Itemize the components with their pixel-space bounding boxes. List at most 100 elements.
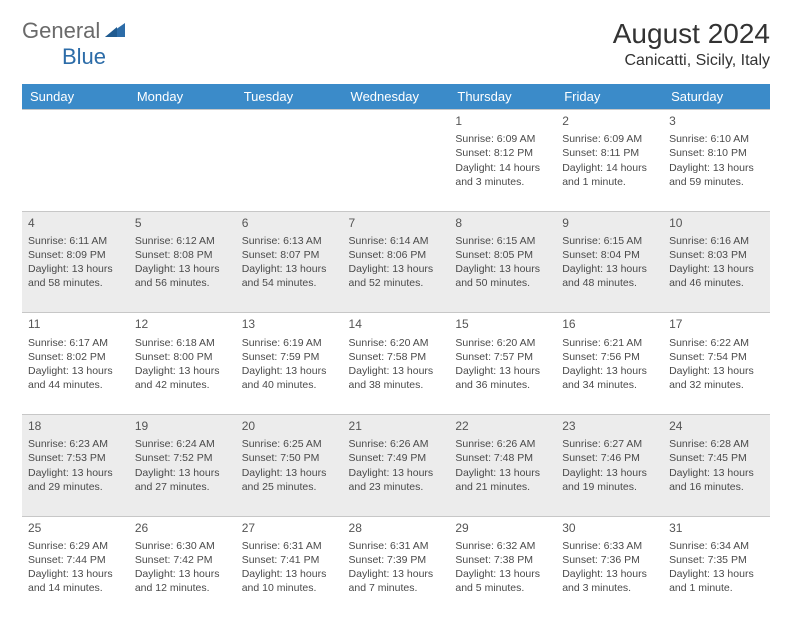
day-number xyxy=(236,110,343,130)
sunset-text: Sunset: 8:10 PM xyxy=(669,146,764,160)
day-info: Sunrise: 6:23 AMSunset: 7:53 PMDaylight:… xyxy=(22,434,129,516)
day-number: 7 xyxy=(343,211,450,231)
day-number: 31 xyxy=(663,516,770,536)
daylight-text: Daylight: 13 hours and 25 minutes. xyxy=(242,466,337,494)
day-info: Sunrise: 6:17 AMSunset: 8:02 PMDaylight:… xyxy=(22,333,129,415)
sunset-text: Sunset: 8:02 PM xyxy=(28,350,123,364)
sunrise-text: Sunrise: 6:15 AM xyxy=(562,234,657,248)
day-info-row: Sunrise: 6:17 AMSunset: 8:02 PM Daylight:… xyxy=(22,333,770,415)
sunrise-text: Sunrise: 6:09 AM xyxy=(562,132,657,146)
sunrise-text: Sunrise: 6:21 AM xyxy=(562,336,657,350)
sunrise-text: Sunrise: 6:22 AM xyxy=(669,336,764,350)
day-number: 25 xyxy=(22,516,129,536)
day-number: 8 xyxy=(449,211,556,231)
weekday-header-row: SundayMondayTuesdayWednesdayThursdayFrid… xyxy=(22,84,770,110)
daylight-text: Daylight: 13 hours and 3 minutes. xyxy=(562,567,657,595)
sunset-text: Sunset: 8:03 PM xyxy=(669,248,764,262)
daylight-text: Daylight: 14 hours and 1 minute. xyxy=(562,161,657,189)
sunset-text: Sunset: 7:49 PM xyxy=(349,451,444,465)
sunset-text: Sunset: 7:56 PM xyxy=(562,350,657,364)
day-info: Sunrise: 6:25 AMSunset: 7:50 PMDaylight:… xyxy=(236,434,343,516)
day-info: Sunrise: 6:19 AMSunset: 7:59 PMDaylight:… xyxy=(236,333,343,415)
daylight-text: Daylight: 13 hours and 5 minutes. xyxy=(455,567,550,595)
sunrise-text: Sunrise: 6:30 AM xyxy=(135,539,230,553)
daylight-text: Daylight: 13 hours and 16 minutes. xyxy=(669,466,764,494)
day-info: Sunrise: 6:24 AMSunset: 7:52 PMDaylight:… xyxy=(129,434,236,516)
day-info xyxy=(343,129,450,211)
day-number: 29 xyxy=(449,516,556,536)
day-number: 30 xyxy=(556,516,663,536)
sunrise-text: Sunrise: 6:11 AM xyxy=(28,234,123,248)
daylight-text: Daylight: 13 hours and 54 minutes. xyxy=(242,262,337,290)
sunrise-text: Sunrise: 6:14 AM xyxy=(349,234,444,248)
day-info: Sunrise: 6:15 AMSunset: 8:04 PMDaylight:… xyxy=(556,231,663,313)
day-info-row: Sunrise: 6:09 AMSunset: 8:12 PMDaylight:… xyxy=(22,129,770,211)
daylight-text: Daylight: 13 hours and 40 minutes. xyxy=(242,364,337,392)
daylight-text: Daylight: 13 hours and 19 minutes. xyxy=(562,466,657,494)
day-number: 2 xyxy=(556,110,663,130)
day-info: Sunrise: 6:10 AMSunset: 8:10 PMDaylight:… xyxy=(663,129,770,211)
day-number: 17 xyxy=(663,313,770,333)
daylight-text: Daylight: 13 hours and 46 minutes. xyxy=(669,262,764,290)
sunset-text: Sunset: 7:36 PM xyxy=(562,553,657,567)
sunset-text: Sunset: 8:00 PM xyxy=(135,350,230,364)
sunset-text: Sunset: 8:04 PM xyxy=(562,248,657,262)
weekday-header: Friday xyxy=(556,84,663,110)
daylight-text: Daylight: 13 hours and 23 minutes. xyxy=(349,466,444,494)
day-info-row: Sunrise: 6:23 AMSunset: 7:53 PMDaylight:… xyxy=(22,434,770,516)
header: General August 2024 Canicatti, Sicily, I… xyxy=(22,18,770,70)
day-number: 6 xyxy=(236,211,343,231)
day-info-row: Sunrise: 6:29 AMSunset: 7:44 PMDaylight:… xyxy=(22,536,770,618)
daylight-text: Daylight: 13 hours and 59 minutes. xyxy=(669,161,764,189)
logo-text-blue: Blue xyxy=(62,44,106,69)
sunrise-text: Sunrise: 6:18 AM xyxy=(135,336,230,350)
sunrise-text: Sunrise: 6:25 AM xyxy=(242,437,337,451)
sunrise-text: Sunrise: 6:17 AM xyxy=(28,336,123,350)
sunrise-text: Sunrise: 6:13 AM xyxy=(242,234,337,248)
day-number-row: 11121314151617 xyxy=(22,313,770,333)
sunrise-text: Sunrise: 6:24 AM xyxy=(135,437,230,451)
daylight-text: Daylight: 13 hours and 29 minutes. xyxy=(28,466,123,494)
daylight-text: Daylight: 13 hours and 12 minutes. xyxy=(135,567,230,595)
day-number: 3 xyxy=(663,110,770,130)
sunset-text: Sunset: 7:58 PM xyxy=(349,350,444,364)
day-info: Sunrise: 6:12 AMSunset: 8:08 PMDaylight:… xyxy=(129,231,236,313)
sunrise-text: Sunrise: 6:32 AM xyxy=(455,539,550,553)
weekday-header: Wednesday xyxy=(343,84,450,110)
sunset-text: Sunset: 7:50 PM xyxy=(242,451,337,465)
day-number: 5 xyxy=(129,211,236,231)
day-info: Sunrise: 6:11 AMSunset: 8:09 PMDaylight:… xyxy=(22,231,129,313)
day-number: 21 xyxy=(343,415,450,435)
daylight-text: Daylight: 13 hours and 14 minutes. xyxy=(28,567,123,595)
sunset-text: Sunset: 8:08 PM xyxy=(135,248,230,262)
logo-blue-text-wrap: Blue xyxy=(22,44,106,70)
day-info: Sunrise: 6:20 AMSunset: 7:57 PMDaylight:… xyxy=(449,333,556,415)
sunset-text: Sunset: 7:57 PM xyxy=(455,350,550,364)
day-info: Sunrise: 6:22 AMSunset: 7:54 PMDaylight:… xyxy=(663,333,770,415)
daylight-text: Daylight: 13 hours and 42 minutes. xyxy=(135,364,230,392)
logo-triangle-icon xyxy=(105,21,125,42)
day-number-row: 25262728293031 xyxy=(22,516,770,536)
sunrise-text: Sunrise: 6:26 AM xyxy=(349,437,444,451)
day-number-row: 123 xyxy=(22,110,770,130)
day-info: Sunrise: 6:34 AMSunset: 7:35 PMDaylight:… xyxy=(663,536,770,618)
sunrise-text: Sunrise: 6:31 AM xyxy=(242,539,337,553)
sunset-text: Sunset: 8:06 PM xyxy=(349,248,444,262)
day-info: Sunrise: 6:21 AMSunset: 7:56 PMDaylight:… xyxy=(556,333,663,415)
day-number: 28 xyxy=(343,516,450,536)
daylight-text: Daylight: 13 hours and 34 minutes. xyxy=(562,364,657,392)
day-info xyxy=(22,129,129,211)
logo-text-general: General xyxy=(22,18,100,44)
day-info: Sunrise: 6:09 AMSunset: 8:11 PMDaylight:… xyxy=(556,129,663,211)
day-info: Sunrise: 6:15 AMSunset: 8:05 PMDaylight:… xyxy=(449,231,556,313)
day-number: 1 xyxy=(449,110,556,130)
sunrise-text: Sunrise: 6:26 AM xyxy=(455,437,550,451)
day-number: 11 xyxy=(22,313,129,333)
sunset-text: Sunset: 7:39 PM xyxy=(349,553,444,567)
sunset-text: Sunset: 7:52 PM xyxy=(135,451,230,465)
sunset-text: Sunset: 7:54 PM xyxy=(669,350,764,364)
daylight-text: Daylight: 14 hours and 3 minutes. xyxy=(455,161,550,189)
calendar-table: SundayMondayTuesdayWednesdayThursdayFrid… xyxy=(22,84,770,618)
day-number: 27 xyxy=(236,516,343,536)
daylight-text: Daylight: 13 hours and 27 minutes. xyxy=(135,466,230,494)
